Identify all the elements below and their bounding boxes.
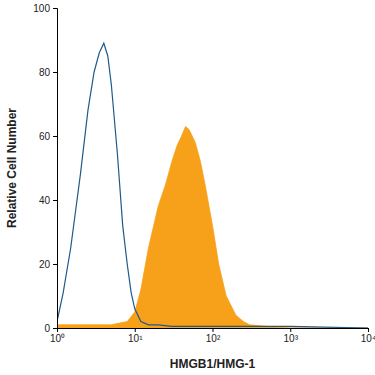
y-tick: 100 [33, 3, 57, 14]
x-tick: 10³ [284, 328, 299, 344]
y-tick-label: 0 [44, 323, 50, 334]
histogram-line [57, 43, 368, 328]
y-axis-line [53, 9, 58, 329]
x-tick-label: 10² [206, 333, 221, 344]
y-tick-label: 40 [39, 195, 51, 206]
histogram-area [57, 126, 368, 328]
x-axis: 10⁰ 10¹ 10² 10³ 10⁴ [50, 328, 375, 344]
plot: 10⁰ 10¹ 10² 10³ 10⁴ 0 20 40 60 80 100 [33, 3, 375, 344]
x-tick-label: 10⁴ [361, 333, 375, 344]
y-tick: 40 [39, 195, 57, 206]
x-tick: 10² [206, 328, 221, 344]
y-axis-title: Relative Cell Number [5, 108, 19, 228]
x-tick: 10¹ [128, 328, 143, 344]
y-tick: 20 [39, 259, 57, 270]
y-axis: 0 20 40 60 80 100 [33, 3, 57, 334]
x-tick-mark [135, 328, 136, 332]
y-tick-label: 80 [39, 67, 51, 78]
y-tick-mark [53, 264, 57, 265]
y-tick-label: 100 [33, 3, 50, 14]
y-tick-mark [53, 328, 57, 329]
y-tick-mark [53, 136, 57, 137]
x-tick-label: 10⁰ [50, 333, 65, 344]
data-layer [57, 43, 368, 328]
y-tick-label: 20 [39, 259, 51, 270]
x-tick-mark [213, 328, 214, 332]
x-tick-label: 10³ [284, 333, 299, 344]
x-tick: 10⁴ [361, 328, 375, 344]
x-tick-label: 10¹ [128, 333, 143, 344]
x-tick-mark [290, 328, 291, 332]
x-tick: 10⁰ [50, 328, 65, 344]
y-tick: 80 [39, 67, 57, 78]
x-axis-title: HMGB1/HMG-1 [170, 357, 256, 371]
y-tick-mark [53, 200, 57, 201]
chart: 10⁰ 10¹ 10² 10³ 10⁴ 0 20 40 60 80 100 HMGB1/HMG-1 Re… [0, 0, 375, 375]
y-tick-label: 60 [39, 131, 51, 142]
y-tick-mark [53, 8, 57, 9]
x-tick-mark [368, 328, 369, 332]
y-tick-mark [53, 72, 57, 73]
x-axis-line [58, 329, 369, 333]
y-tick: 60 [39, 131, 57, 142]
y-tick: 0 [44, 323, 57, 334]
